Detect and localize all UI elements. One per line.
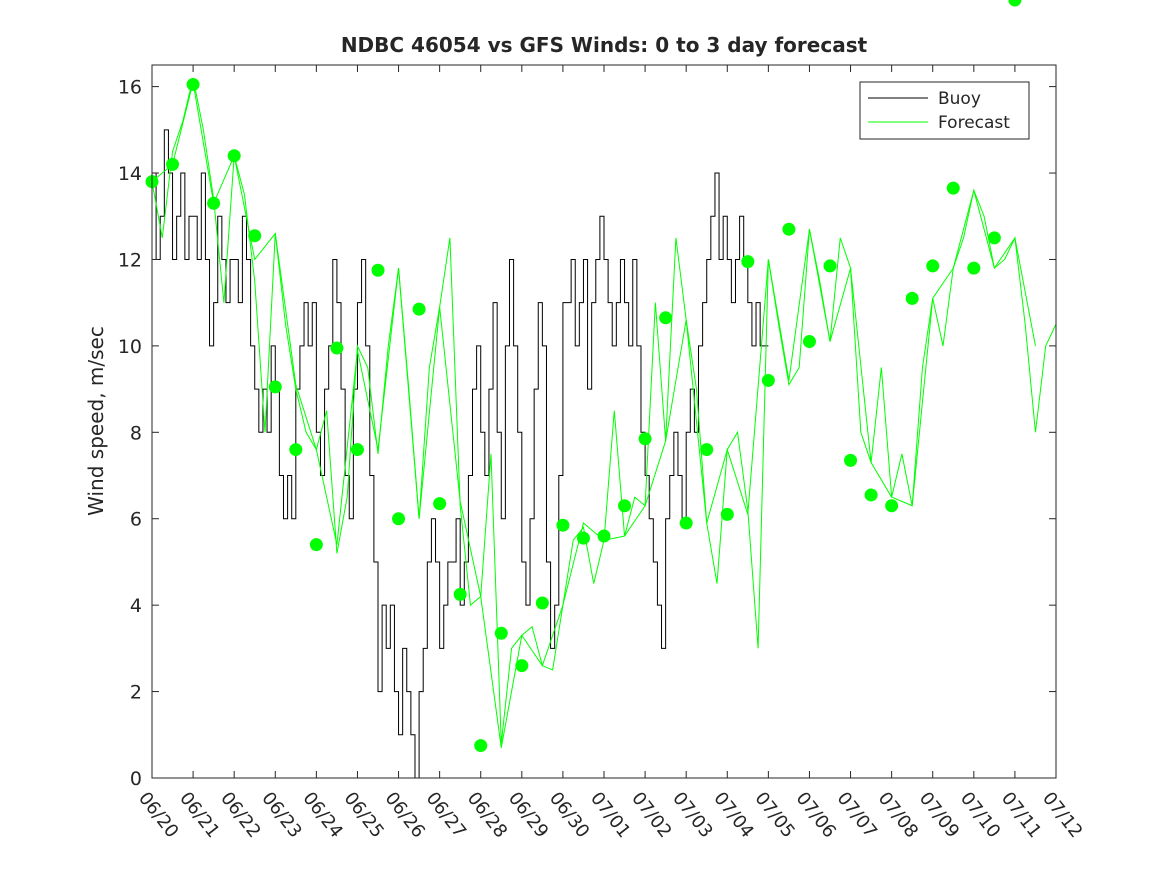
- forecast-marker: [186, 77, 200, 91]
- forecast-marker: [371, 263, 385, 277]
- y-tick-label: 6: [130, 509, 142, 531]
- forecast-marker: [1008, 0, 1022, 7]
- forecast-marker: [166, 157, 180, 171]
- forecast-marker: [926, 259, 940, 273]
- forecast-marker: [453, 587, 467, 601]
- y-tick-label: 0: [130, 768, 142, 790]
- forecast-marker: [494, 626, 508, 640]
- forecast-marker: [330, 341, 344, 355]
- forecast-marker: [946, 181, 960, 195]
- forecast-marker: [535, 596, 549, 610]
- y-axis-label: Wind speed, m/sec: [84, 326, 108, 516]
- y-tick-label: 8: [130, 422, 142, 444]
- legend-buoy-label: Buoy: [938, 89, 981, 109]
- y-axis: 0 2 4 6 8 10 12 14 16: [118, 77, 1056, 790]
- forecast-marker: [782, 222, 796, 236]
- y-tick-label: 10: [118, 336, 142, 358]
- forecast-marker: [844, 453, 858, 467]
- y-tick-label: 14: [118, 163, 142, 185]
- forecast-marker: [576, 531, 590, 545]
- forecast-marker: [823, 259, 837, 273]
- forecast-marker: [515, 659, 529, 673]
- forecast-marker: [741, 255, 755, 269]
- legend-forecast-label: Forecast: [938, 113, 1010, 133]
- forecast-marker: [207, 196, 221, 210]
- forecast-marker: [433, 497, 447, 511]
- forecast-marker: [700, 443, 714, 457]
- forecast-marker: [412, 302, 426, 316]
- y-tick-label: 2: [130, 682, 142, 704]
- forecast-marker: [802, 335, 816, 349]
- forecast-marker: [638, 432, 652, 446]
- chart-title: NDBC 46054 vs GFS Winds: 0 to 3 day fore…: [341, 33, 868, 57]
- forecast-marker: [679, 516, 693, 530]
- forecast-marker: [885, 499, 899, 513]
- forecast-marker: [392, 512, 406, 526]
- forecast-marker: [987, 231, 1001, 245]
- y-tick-label: 4: [130, 595, 142, 617]
- forecast-marker: [761, 373, 775, 387]
- forecast-marker: [659, 311, 673, 325]
- buoy-series-group: [152, 129, 769, 779]
- forecast-marker: [864, 488, 878, 502]
- forecast-marker: [618, 499, 632, 513]
- y-tick-label: 16: [118, 77, 142, 99]
- forecast-line-2: [151, 82, 1036, 748]
- forecast-marker: [268, 380, 282, 394]
- plot-area: [152, 65, 1056, 778]
- forecast-marker: [720, 507, 734, 521]
- forecast-marker: [289, 443, 303, 457]
- forecast-marker: [556, 518, 570, 532]
- forecast-marker: [248, 229, 262, 243]
- forecast-marker: [597, 529, 611, 543]
- marker-group: [145, 0, 1022, 753]
- legend: Buoy Forecast: [859, 81, 1030, 140]
- forecast-marker: [905, 291, 919, 305]
- forecast-marker: [967, 261, 981, 275]
- y-tick-label: 12: [118, 249, 142, 271]
- forecast-marker: [474, 739, 488, 753]
- legend-box: [859, 81, 1030, 140]
- buoy-line: [152, 129, 769, 779]
- forecast-marker: [227, 149, 241, 163]
- forecast-marker: [350, 443, 364, 457]
- forecast-marker: [309, 538, 323, 552]
